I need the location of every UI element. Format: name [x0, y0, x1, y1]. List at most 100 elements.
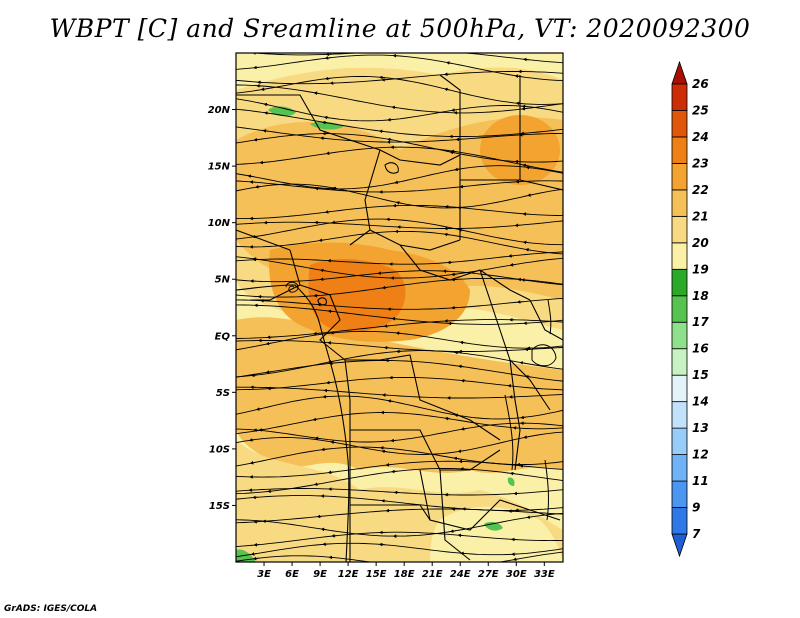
streamline-arrow [509, 471, 516, 476]
streamline-arrow [387, 399, 394, 403]
streamline [236, 488, 563, 496]
country-borders [236, 74, 563, 562]
colorbar-bottom-arrow [671, 533, 688, 558]
streamline [236, 512, 563, 537]
streamline-arrow [391, 105, 398, 110]
lakes [384, 162, 557, 521]
colorbar: 7 9 11 12 13 14 15 16 17 18 19 20 21 22 23 24 25 26 [671, 60, 709, 558]
streamline [236, 98, 563, 122]
streamline-arrow [459, 340, 466, 345]
streamline-arrow [319, 268, 326, 273]
colorbar-label: 16 [692, 342, 709, 356]
streamline-arrow [394, 180, 400, 185]
lon-tick-label: 18E [394, 569, 415, 580]
streamline-arrow [314, 436, 321, 441]
colorbar-segment [671, 295, 688, 323]
streamline-arrow [260, 87, 267, 91]
streamline-arrow [381, 285, 388, 290]
streamline-arrow [381, 449, 388, 454]
lon-tick-label: 15E [366, 569, 387, 580]
streamline-arrow [449, 529, 456, 533]
lon-tick-label: 21E [422, 569, 443, 580]
streamline-arrow [395, 201, 402, 205]
streamline-arrow [250, 552, 257, 556]
streamline [236, 133, 563, 163]
lat-tick-label: 15S [209, 501, 230, 512]
streamline-arrow [451, 272, 457, 277]
streamline [236, 165, 563, 190]
lake-tanganyika [504, 394, 514, 471]
streamline-arrow [251, 373, 257, 378]
colorbar-label: 15 [692, 368, 709, 382]
streamline-arrow [457, 449, 464, 453]
streamline-arrow [252, 257, 259, 261]
shade-21-south [236, 317, 563, 473]
streamline-arrow [525, 165, 532, 170]
streamline-arrow [526, 515, 533, 519]
streamline [236, 204, 563, 220]
lat-tick-label: 10S [209, 444, 230, 455]
lat-tick-label: EQ [215, 331, 231, 342]
footer-credit: GrADS: IGES/COLA [4, 604, 98, 614]
colorbar-segment [671, 374, 688, 403]
streamline-arrow [520, 415, 527, 420]
streamline-arrow [330, 440, 336, 444]
streamline-swirl [285, 281, 299, 293]
streamline-arrow [265, 370, 272, 374]
lon-tick-label: 27E [478, 569, 499, 580]
streamline-arrow [319, 136, 326, 141]
colorbar-segment [671, 480, 688, 508]
streamline-arrow [324, 210, 331, 214]
lat-tick-label: 15N [208, 162, 231, 173]
colorbar-label: 18 [692, 289, 709, 303]
lat-tick-label: 5S [216, 388, 230, 399]
streamline-arrow [327, 470, 334, 475]
lat-tick-label: 5N [215, 275, 231, 286]
streamline-arrow [253, 137, 260, 142]
streamline-arrow [444, 416, 451, 421]
streamline-arrow [248, 438, 255, 442]
lon-tick-label: 24E [450, 569, 471, 580]
streamline-arrow [522, 163, 529, 168]
streamline-arrow [453, 456, 460, 461]
streamline [249, 53, 563, 64]
colorbar-label: 14 [692, 395, 709, 409]
colorbar-segment [671, 215, 688, 244]
map-frame [235, 52, 564, 563]
streamline [236, 146, 563, 173]
streamline-arrow [454, 167, 460, 172]
streamline [236, 297, 563, 310]
streamline [236, 446, 563, 467]
streamline [236, 395, 563, 420]
streamline-arrow [380, 561, 384, 562]
longitude-axis: 3E 6E 9E 12E 15E 18E 21E 24E 27E 30E 33E [257, 562, 555, 580]
streamline-arrow [325, 151, 332, 156]
streamline-arrow [512, 557, 519, 562]
streamline-arrow [521, 106, 528, 111]
streamline-arrow [451, 108, 457, 112]
streamline-arrow [509, 263, 516, 267]
streamline-arrow [254, 185, 261, 189]
streamline-arrow [312, 417, 319, 422]
streamline-arrow [262, 129, 269, 133]
streamline-arrow [519, 361, 526, 365]
lon-tick-label: 3E [257, 569, 271, 580]
streamline-arrow [324, 76, 331, 81]
lon-tick-label: 30E [506, 569, 527, 580]
latitude-axis: 20N 15N 10N 5N EQ 5S 10S 15S [208, 105, 236, 512]
lat-tick-label: 10N [208, 218, 231, 229]
colorbar-label: 22 [692, 183, 709, 197]
streamline-arrow [450, 149, 457, 154]
colorbar-label: 19 [692, 262, 709, 276]
streamline [236, 218, 563, 246]
streamline [236, 412, 563, 435]
colorbar-label: 20 [692, 236, 709, 250]
streamline-arrow [391, 469, 397, 474]
streamline [236, 422, 563, 443]
streamline-arrow [263, 102, 270, 107]
streamline-arrow [258, 428, 265, 432]
streamline-arrow [443, 232, 450, 237]
streamline-arrow [320, 527, 327, 532]
colorbar-segment [671, 136, 688, 164]
